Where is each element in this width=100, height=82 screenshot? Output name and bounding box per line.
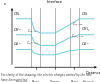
Text: $C_{ML_n}$: $C_{ML_n}$	[81, 26, 90, 34]
Text: c: c	[4, 2, 6, 6]
Text: $C_{HL,aq}$: $C_{HL,aq}$	[27, 27, 38, 34]
Text: For clarity of the drawing, the electric charges carried by the ions
have been o: For clarity of the drawing, the electric…	[1, 73, 92, 82]
Text: Phase
boundary: Phase boundary	[68, 80, 81, 82]
Text: $C_{M^{n+}}$: $C_{M^{n+}}$	[13, 26, 23, 34]
Text: $C_{HL,org}$: $C_{HL,org}$	[72, 20, 84, 27]
Text: $C_{HL}$: $C_{HL}$	[13, 10, 21, 18]
Text: $C_{A^-}$: $C_{A^-}$	[81, 41, 89, 48]
Text: $C_{HL}$: $C_{HL}$	[81, 10, 89, 18]
Text: Organic
phase: Organic phase	[50, 80, 60, 82]
Text: Interface: Interface	[47, 0, 63, 4]
Text: $C_{ML_n,org}$: $C_{ML_n,org}$	[71, 32, 84, 40]
Text: Aqueous
phase: Aqueous phase	[83, 80, 94, 82]
Text: Aqueous
phase: Aqueous phase	[16, 80, 27, 82]
Text: Distance: Distance	[86, 71, 100, 75]
Text: Phase
boundary: Phase boundary	[29, 80, 42, 82]
Text: $C_{M^{n+},aq}$: $C_{M^{n+},aq}$	[26, 40, 39, 46]
Text: $C_{A^-}$: $C_{A^-}$	[13, 41, 21, 48]
